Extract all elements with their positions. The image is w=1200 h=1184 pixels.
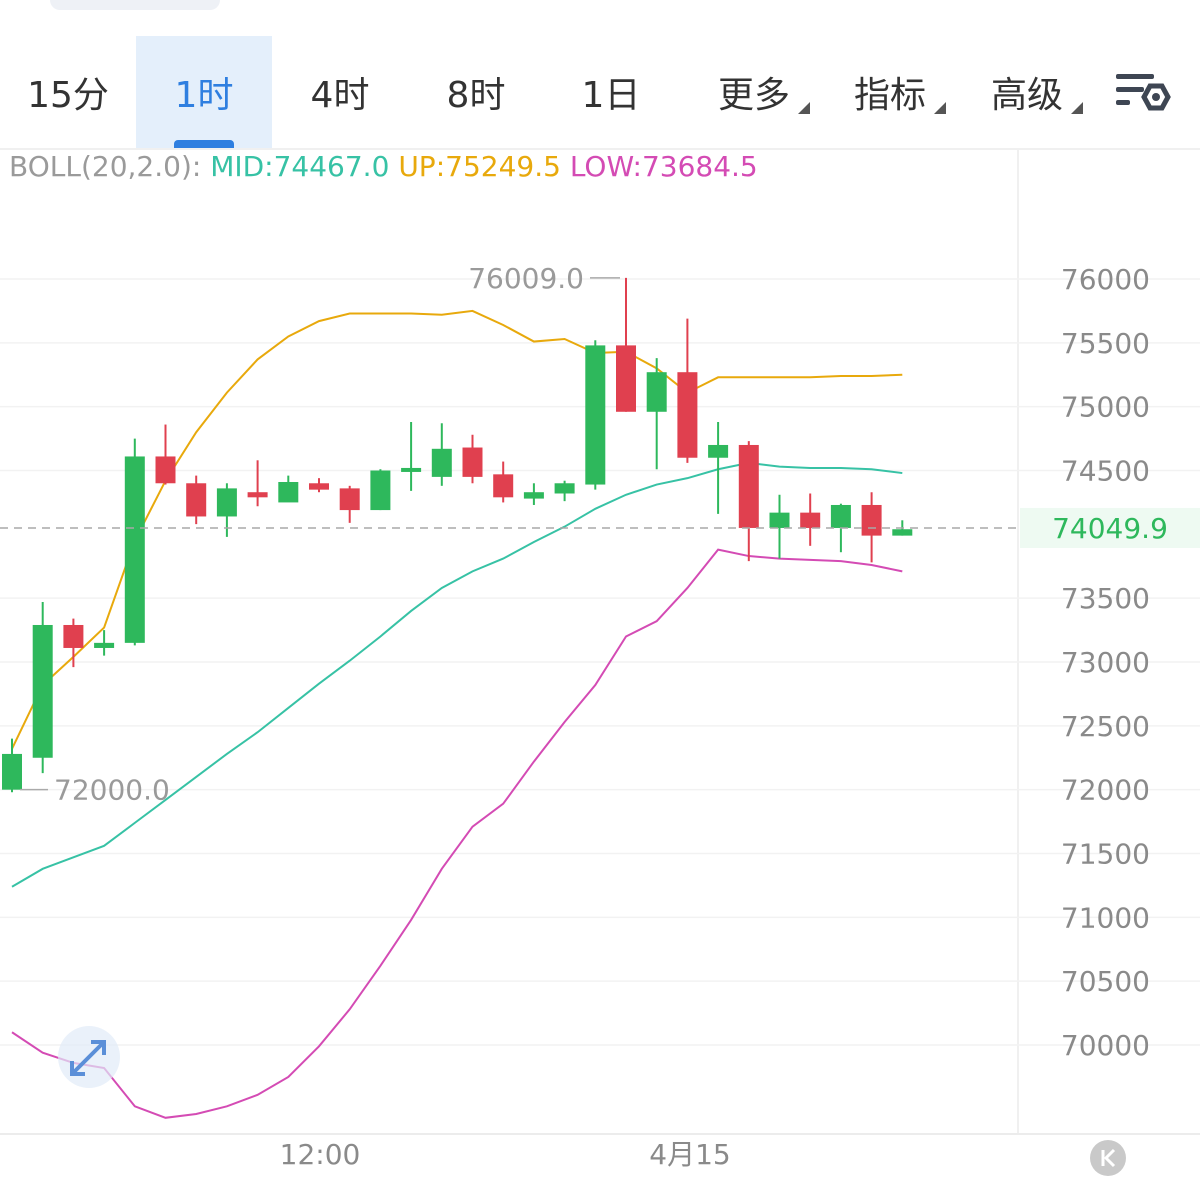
boll-up-value: UP:75249.5 [398, 150, 561, 183]
candle-body [493, 474, 514, 498]
candle-body [63, 624, 84, 648]
candle-body [186, 483, 207, 517]
candle-body [677, 372, 698, 458]
boll-indicator-readout: BOLL(20,2.0): MID:74467.0 UP:75249.5 LOW… [9, 150, 758, 183]
candle-body [616, 345, 636, 412]
boll-mid-line [11, 461, 903, 888]
y-tick-label: 75000 [1061, 391, 1150, 424]
boll-label: BOLL(20,2.0): [9, 150, 202, 183]
boll-lower-band-line [11, 548, 903, 1119]
dropdown-triangle-icon [1071, 102, 1083, 114]
tab-label: 1日 [581, 75, 641, 116]
scroll-to-latest-icon[interactable] [1090, 1140, 1126, 1176]
candle-body [309, 483, 329, 490]
candle-body [861, 504, 882, 536]
y-tick-label: 74500 [1061, 455, 1150, 488]
dropdown-triangle-icon [798, 102, 810, 114]
x-tick-label: 4月15 [649, 1138, 730, 1171]
y-tick-label: 73500 [1061, 582, 1150, 615]
candle-body [708, 444, 729, 458]
y-tick-label: 73000 [1061, 646, 1150, 679]
candle-body [155, 456, 176, 484]
tab-1d[interactable]: 1日 [553, 36, 669, 148]
dropdown-triangle-icon [934, 102, 946, 114]
candle-body [339, 488, 360, 511]
y-tick-label: 75500 [1061, 327, 1150, 360]
candle-body [278, 481, 299, 503]
tab-more[interactable]: 更多 [700, 36, 810, 148]
candle-body [554, 483, 575, 494]
y-tick-label: 72500 [1061, 710, 1150, 743]
current-price-label: 74049.9 [1052, 512, 1168, 545]
candle-body [401, 467, 422, 472]
tab-label: 更多 [717, 75, 790, 116]
candle-body [523, 492, 544, 499]
top-pill [50, 0, 220, 10]
y-tick-label: 70500 [1061, 965, 1150, 998]
tab-indicators[interactable]: 指标 [836, 36, 946, 148]
tab-4h[interactable]: 4时 [282, 36, 398, 148]
tab-1h[interactable]: 1时 [136, 36, 272, 148]
y-tick-label: 71000 [1061, 901, 1150, 934]
y-tick-label: 71500 [1061, 838, 1150, 871]
boll-low-value: LOW:73684.5 [569, 150, 758, 183]
tab-8h[interactable]: 8时 [418, 36, 534, 148]
tab-15m[interactable]: 15分 [10, 36, 126, 148]
boll-mid-value: MID:74467.0 [210, 150, 390, 183]
candle-body [216, 488, 237, 517]
candle-body [769, 512, 790, 528]
candlestick-chart[interactable]: 76000 75500 75000 74500 73500 73000 72500 72000… [0, 148, 1200, 1184]
bottom-strip [0, 1176, 1200, 1184]
tab-label: 指标 [853, 75, 926, 116]
y-tick-label: 76000 [1061, 263, 1150, 296]
tab-label: 1时 [174, 75, 234, 116]
candle-body [892, 529, 913, 536]
max-price-annotation: 76009.0 [468, 262, 584, 295]
candle-body [585, 345, 606, 485]
tab-label: 4时 [310, 75, 370, 116]
tab-label: 高级 [990, 75, 1063, 116]
y-tick-label: 72000 [1061, 774, 1150, 807]
expand-icon[interactable] [58, 1026, 120, 1088]
timeframe-tabs: 15分 1时 4时 8时 1日 更多 指标 高级 [0, 36, 1200, 148]
active-tab-indicator [174, 140, 234, 148]
chart-settings-icon[interactable] [1112, 68, 1174, 122]
candle-body [800, 512, 821, 528]
x-tick-label: 12:00 [280, 1138, 361, 1171]
candle-body [32, 624, 53, 758]
tab-label: 8时 [446, 75, 506, 116]
y-tick-label: 70000 [1061, 1029, 1150, 1062]
candle-body [124, 456, 145, 643]
tab-label: 15分 [27, 75, 109, 116]
candle-body [247, 492, 268, 498]
boll-upper-band-line [11, 309, 903, 750]
candle-body [2, 753, 22, 790]
tab-advanced[interactable]: 高级 [973, 36, 1083, 148]
candle-body [830, 504, 851, 528]
min-price-annotation: 72000.0 [54, 774, 170, 807]
candle-body [646, 372, 667, 412]
candle-body [370, 470, 391, 511]
candle-body [738, 444, 759, 528]
candle-body [431, 448, 452, 477]
current-price-badge [1020, 507, 1200, 548]
candle-body [94, 642, 115, 648]
candle-body [462, 447, 483, 477]
